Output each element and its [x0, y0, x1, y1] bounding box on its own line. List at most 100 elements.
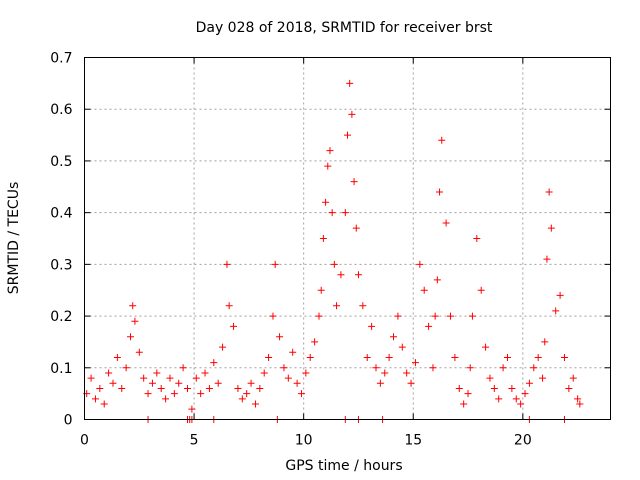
data-point	[376, 379, 384, 387]
x-tick-label: 10	[295, 433, 313, 449]
data-point	[91, 395, 99, 403]
plot-frame	[84, 57, 611, 420]
x-tick-label: 5	[190, 433, 199, 449]
data-point	[508, 384, 516, 392]
data-point	[105, 369, 113, 377]
data-point	[447, 312, 455, 320]
data-point	[330, 260, 338, 268]
data-point	[153, 369, 161, 377]
data-point	[243, 390, 251, 398]
data-point	[341, 209, 349, 217]
data-point	[302, 369, 310, 377]
data-point	[214, 379, 222, 387]
y-tick-label: 0.4	[50, 206, 72, 222]
y-tick-label: 0.1	[50, 361, 72, 377]
data-point	[368, 322, 376, 330]
data-point	[541, 338, 549, 346]
data-point	[265, 353, 273, 361]
data-point	[442, 219, 450, 227]
data-point	[223, 260, 231, 268]
data-point	[425, 322, 433, 330]
y-axis-label: SRMTID / TECUs	[6, 182, 22, 295]
data-point	[166, 374, 174, 382]
data-point	[565, 384, 573, 392]
y-tick-label: 0.3	[50, 257, 72, 273]
data-point	[188, 405, 196, 413]
data-point	[201, 369, 209, 377]
data-point	[451, 353, 459, 361]
data-point	[495, 395, 503, 403]
y-tick-labels: 0 0.1 0.2 0.3 0.4 0.5 0.6 0.7	[50, 51, 72, 429]
data-point	[394, 312, 402, 320]
data-point	[113, 353, 121, 361]
data-point	[96, 384, 104, 392]
data-point	[420, 286, 428, 294]
data-point	[534, 353, 542, 361]
data-point	[438, 136, 446, 144]
data-point	[363, 353, 371, 361]
data-point	[346, 79, 354, 87]
data-point	[319, 235, 327, 242]
data-point	[179, 364, 187, 372]
data-point	[436, 188, 444, 196]
data-point	[322, 198, 330, 206]
data-point	[230, 322, 238, 330]
data-point	[576, 400, 584, 408]
data-point	[350, 178, 358, 186]
axis-ticks	[84, 57, 611, 420]
data-point	[251, 400, 259, 408]
x-axis-label: GPS time / hours	[285, 458, 402, 474]
data-point	[574, 395, 582, 403]
x-tick-label: 20	[514, 433, 532, 449]
y-tick-label: 0.5	[50, 154, 72, 170]
data-point	[486, 374, 494, 382]
data-point	[521, 390, 529, 398]
data-point	[552, 307, 560, 315]
data-point	[348, 110, 356, 118]
data-point	[175, 379, 183, 387]
data-point	[512, 395, 520, 403]
data-point	[293, 379, 301, 387]
data-point	[276, 333, 284, 341]
data-point	[144, 390, 152, 398]
data-point	[333, 302, 341, 310]
data-point	[359, 302, 367, 310]
data-point	[197, 390, 205, 398]
x-tick-labels: 0 5 10 15 20	[80, 433, 532, 449]
data-point	[455, 384, 463, 392]
data-point	[219, 343, 227, 351]
data-point	[118, 384, 126, 392]
y-tick-label: 0.6	[50, 102, 72, 118]
data-point	[460, 400, 468, 408]
data-point	[148, 379, 156, 387]
data-point	[407, 379, 415, 387]
data-point	[517, 400, 525, 408]
data-point	[306, 353, 314, 361]
data-point	[157, 384, 165, 392]
data-point	[311, 338, 319, 346]
data-point	[503, 353, 511, 361]
data-point	[525, 379, 533, 387]
data-point	[381, 369, 389, 377]
data-point	[390, 333, 398, 341]
y-tick-label: 0.7	[50, 51, 72, 67]
chart-title: Day 028 of 2018, SRMTID for receiver brs…	[196, 20, 493, 36]
y-tick-label: 0.2	[50, 309, 72, 325]
data-point	[372, 364, 380, 372]
data-point	[466, 364, 474, 372]
data-point	[499, 364, 507, 372]
data-point	[433, 276, 441, 284]
data-point	[429, 364, 437, 372]
data-point	[225, 302, 233, 310]
data-point	[337, 271, 345, 279]
data-point	[560, 353, 568, 361]
data-point	[539, 374, 547, 382]
x-tick-label: 15	[404, 433, 422, 449]
data-point	[482, 343, 490, 351]
data-point	[326, 147, 334, 155]
data-point	[354, 271, 362, 279]
data-point	[205, 384, 213, 392]
data-point	[431, 312, 439, 320]
data-point	[127, 333, 135, 341]
